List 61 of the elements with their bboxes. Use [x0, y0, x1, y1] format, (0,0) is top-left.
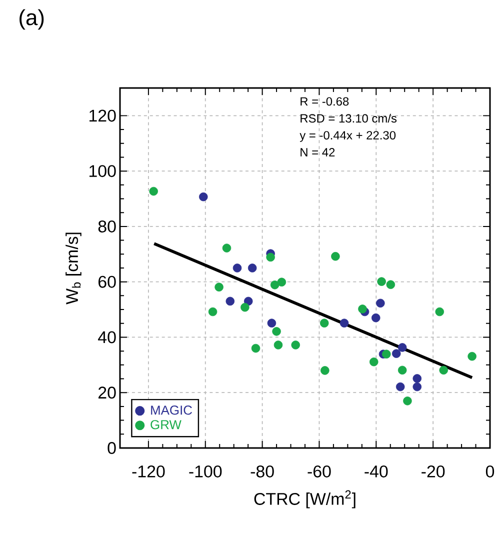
point: [267, 318, 276, 328]
point: [377, 277, 386, 286]
point: [214, 282, 224, 292]
point: [232, 264, 242, 272]
point: [149, 186, 158, 196]
legend-label: MAGIC: [151, 406, 192, 415]
point: [340, 318, 349, 328]
point: [386, 280, 396, 289]
point: [266, 252, 275, 262]
point: [277, 278, 286, 286]
point: [270, 280, 280, 290]
annotation: y = -0.44x + 22.30: [300, 131, 396, 142]
y-tick-label: 80: [98, 220, 116, 232]
point: [468, 352, 476, 361]
point: [358, 304, 367, 314]
point: [320, 366, 330, 375]
point: [392, 349, 401, 358]
chart-title: (a): [20, 9, 44, 30]
point: [199, 192, 208, 202]
annotation: N = 42: [300, 148, 335, 156]
point: [208, 307, 218, 316]
x-axis-title: CTRC [W/m$^{2}$]: [254, 490, 356, 508]
y-tick-label: 60: [98, 276, 116, 288]
x-tick-label: -20: [422, 465, 445, 478]
point: [291, 340, 300, 350]
point: [371, 313, 380, 322]
point: [369, 357, 378, 366]
x-tick-label: 0: [486, 465, 494, 478]
point: [222, 244, 232, 252]
point: [439, 366, 448, 375]
point: [240, 302, 250, 312]
point: [331, 252, 340, 261]
x-tick-label: -40: [364, 465, 388, 478]
point: [412, 374, 422, 383]
y-tick-label: 20: [98, 386, 116, 399]
y-tick-label: 120: [90, 110, 116, 122]
point: [396, 382, 405, 392]
x-tick-label: -60: [308, 465, 331, 478]
point: [382, 350, 391, 358]
point: [398, 343, 407, 352]
point: [251, 344, 260, 353]
x-tick-label: -80: [250, 465, 274, 478]
y-tick-label: 40: [98, 331, 116, 344]
point: [274, 340, 283, 350]
y-axis-title: W$_{b}$ [cm/s]: [66, 232, 82, 304]
point: [403, 396, 412, 406]
point: [435, 307, 444, 316]
point: [412, 382, 422, 392]
y-tick-label: 0: [108, 442, 116, 454]
point: [376, 298, 385, 308]
legend-label: GRW: [150, 420, 182, 430]
point: [398, 366, 407, 375]
x-tick-label: -100: [189, 465, 222, 478]
annotation: R = -0.68: [300, 97, 349, 106]
annotation: RSD = 13.10 cm/s: [300, 114, 397, 123]
point: [272, 327, 281, 336]
point: [320, 318, 329, 328]
point: [226, 296, 235, 306]
x-tick-label: -120: [132, 465, 165, 478]
y-tick-label: 100: [90, 165, 116, 178]
point: [248, 264, 257, 272]
